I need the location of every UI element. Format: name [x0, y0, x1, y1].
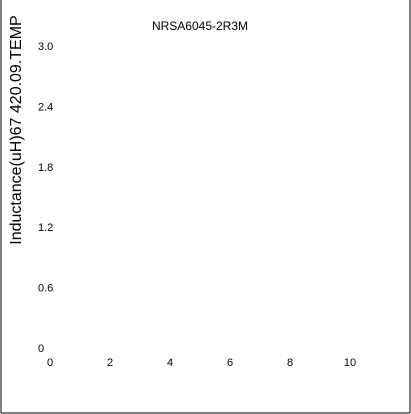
y-tick-label: 1.8 [38, 162, 53, 174]
y-tick-label: 1.2 [38, 222, 53, 234]
x-axis-ticks: 0 2 4 6 8 10 [47, 357, 356, 369]
chart-title: NRSA6045-2R3M [152, 19, 248, 33]
x-tick-label: 2 [107, 357, 113, 369]
x-tick-label: 10 [344, 357, 356, 369]
y-axis-label: Inductance(uH)67 420.09.TEMP [8, 15, 25, 244]
y-tick-label: 0.6 [38, 283, 53, 295]
y-tick-label: 3.0 [38, 41, 53, 53]
y-tick-label: 0 [38, 343, 44, 355]
y-tick-label: 2.4 [38, 101, 53, 113]
x-tick-label: 6 [227, 357, 233, 369]
y-axis-ticks: 0 0.6 1.2 1.8 2.4 3.0 [38, 41, 53, 355]
x-tick-label: 4 [167, 357, 173, 369]
x-tick-label: 0 [47, 357, 53, 369]
x-tick-label: 8 [287, 357, 293, 369]
